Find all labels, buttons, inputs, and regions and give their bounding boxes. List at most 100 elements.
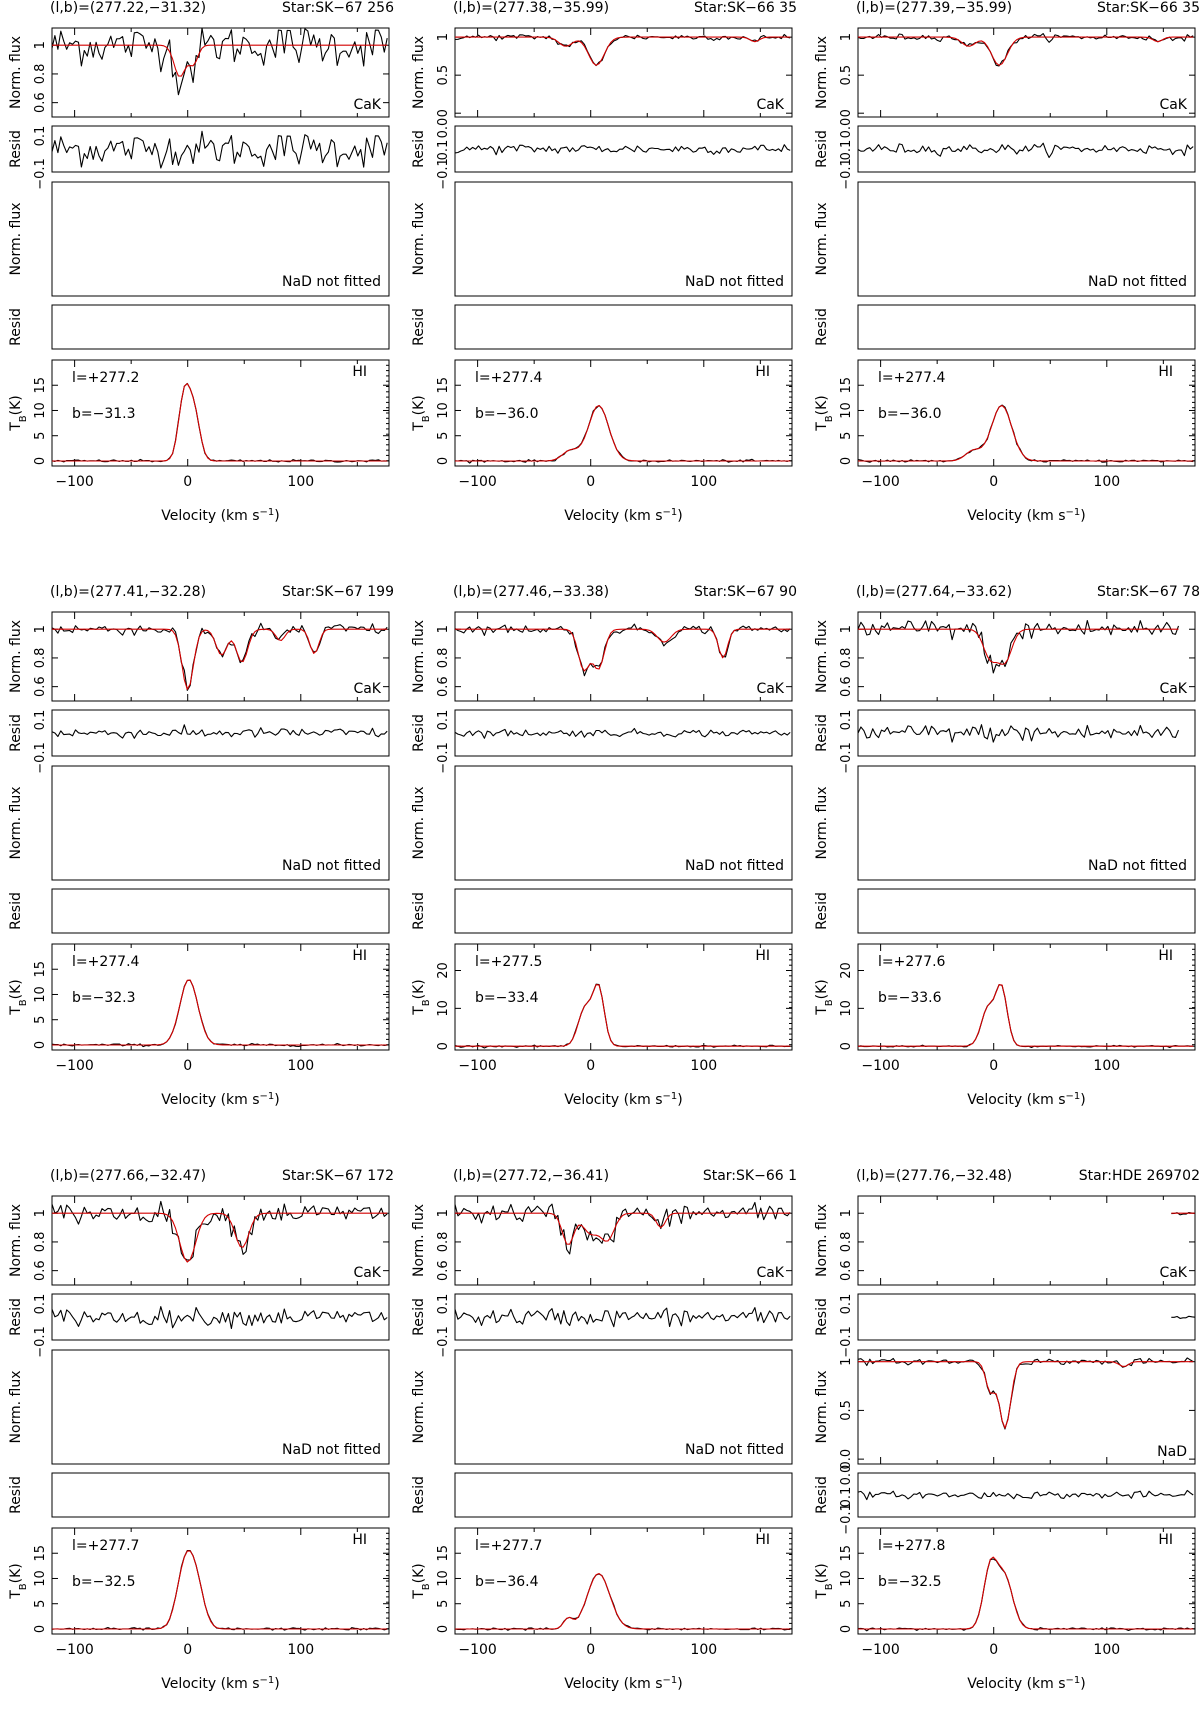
hi-ylabel: TB(K) (8, 979, 29, 1016)
star-label: Star:SK−67 172 (282, 1168, 394, 1184)
star-label: Star:SK−66 1 (703, 1168, 797, 1184)
hi-ytick-label: 15 (33, 377, 48, 394)
cak-resid-ytick-label: −0.1 (839, 158, 854, 190)
hi-line-label: HI (755, 1532, 770, 1548)
cak-line-label: CaK (1159, 1265, 1187, 1281)
x-tick-label: 0 (989, 1642, 998, 1658)
star-label: Star:SK−67 199 (282, 584, 394, 600)
cak-ytick-label: 0 (839, 109, 854, 117)
cak-fit-line (455, 36, 791, 66)
x-tick-label: 100 (690, 1642, 717, 1658)
hi-ylabel-main: T (8, 1006, 24, 1016)
cak-ytick-label: 1 (436, 33, 451, 41)
galactic-b-label: b=−36.0 (878, 406, 942, 422)
nad-frame (51, 181, 390, 297)
nad-resid-line (857, 1489, 1194, 1501)
nad-ylabel: Norm. flux (814, 202, 830, 275)
nad-not-fitted-label: NaD not fitted (685, 858, 784, 874)
cak-observed-line (51, 1200, 388, 1261)
x-axis-label-sup: −1 (1066, 507, 1081, 518)
nad-not-fitted-label: NaD not fitted (685, 1442, 784, 1458)
x-axis-label-main: Velocity (km s (564, 508, 662, 524)
x-axis-label: Velocity (km s−1) (967, 1675, 1086, 1693)
cak-resid-line (1171, 1315, 1195, 1319)
hi-fit-line (858, 984, 1194, 1047)
x-tick-label: −100 (458, 474, 496, 490)
nad-resid-ylabel: Resid (411, 1476, 427, 1514)
hi-ytick-label: 10 (436, 1000, 451, 1017)
spectrum-panel: (l,b)=(277.76,−32.48) Star:HDE 269702 1 0.8… (814, 1168, 1200, 1692)
x-tick-label: −100 (458, 1642, 496, 1658)
x-axis-label-close: ) (1080, 1092, 1085, 1108)
hi-ytick-label: 10 (839, 1000, 854, 1017)
galactic-l-label: l=+277.5 (475, 954, 542, 970)
cak-ylabel: Norm. flux (814, 620, 830, 693)
spectrum-panel: (l,b)=(277.72,−36.41) Star:SK−66 1 1 0.8 0.6… (411, 1168, 797, 1692)
galactic-b-label: b=−31.3 (72, 406, 136, 422)
nad-frame (51, 1349, 390, 1465)
coordinates-label: (l,b)=(277.66,−32.47) (50, 1168, 206, 1184)
hi-line-label: HI (1158, 948, 1173, 964)
x-tick-label: 0 (183, 474, 192, 490)
nad-ytick-label: 0.0 (839, 1449, 854, 1470)
hi-ytick-label: 5 (839, 1600, 854, 1608)
nad-not-fitted-label: NaD not fitted (1088, 858, 1187, 874)
hi-ytick-label: 10 (33, 402, 48, 419)
cak-ylabel: Norm. flux (411, 1204, 427, 1277)
x-axis-label-main: Velocity (km s (564, 1676, 662, 1692)
x-axis-label-sup: −1 (663, 1675, 678, 1686)
coordinates-label: (l,b)=(277.39,−35.99) (856, 0, 1012, 16)
nad-ylabel: Norm. flux (814, 1370, 830, 1443)
hi-ylabel: TB(K) (411, 1563, 432, 1600)
cak-ytick-label: 0.6 (436, 676, 451, 697)
nad-fit-line (858, 1361, 1194, 1429)
hi-ytick-label: 20 (839, 962, 854, 979)
x-axis-label-sup: −1 (663, 507, 678, 518)
hi-fit-line (52, 383, 388, 462)
galactic-b-label: b=−36.4 (475, 1574, 539, 1590)
cak-resid-line (857, 724, 1180, 743)
hi-ylabel-main: T (8, 1590, 24, 1600)
nad-ylabel: Norm. flux (814, 786, 830, 859)
hi-fit-line (52, 1550, 388, 1630)
x-axis-label-close: ) (274, 508, 279, 524)
galactic-b-label: b=−32.5 (72, 1574, 136, 1590)
cak-ytick-label: 0.8 (33, 648, 48, 669)
nad-resid-ylabel: Resid (8, 308, 24, 346)
hi-fit-line (455, 984, 791, 1047)
cak-fit-line (858, 628, 1179, 665)
galactic-b-label: b=−33.6 (878, 990, 942, 1006)
cak-ytick-label: 0.6 (839, 1260, 854, 1281)
nad-resid-frame (51, 304, 390, 350)
x-axis-label-main: Velocity (km s (161, 508, 259, 524)
hi-ylabel-tail: (K) (411, 1563, 427, 1583)
hi-ylabel: TB(K) (8, 395, 29, 432)
x-tick-label: 100 (1093, 474, 1120, 490)
cak-resid-ytick-label: 0.1 (839, 140, 854, 161)
cak-resid-ylabel: Resid (411, 1298, 427, 1336)
hi-observed-line (857, 1558, 1194, 1632)
hi-line-label: HI (1158, 364, 1173, 380)
hi-ylabel-tail: (K) (8, 395, 24, 415)
hi-ylabel: TB(K) (411, 395, 432, 432)
nad-frame (454, 181, 793, 297)
hi-fit-line (858, 404, 1194, 462)
hi-fit-line (52, 979, 388, 1046)
nad-ylabel: Norm. flux (411, 786, 427, 859)
nad-ylabel: Norm. flux (8, 786, 24, 859)
spectrum-panel: (l,b)=(277.38,−35.99) Star:SK−66 35 1 0.5 0 N… (411, 0, 797, 524)
cak-line-label: CaK (756, 1265, 784, 1281)
hi-ylabel-main: T (411, 1590, 427, 1600)
nad-resid-ylabel: Resid (411, 892, 427, 930)
cak-fit-line (858, 36, 1194, 66)
cak-frame (857, 1195, 1196, 1286)
cak-resid-ytick-label: −0.1 (839, 1326, 854, 1358)
nad-resid-ytick-label: 0.1 (839, 1487, 854, 1508)
cak-frame (51, 611, 390, 702)
cak-ytick-label: 0.8 (33, 64, 48, 85)
hi-ylabel: TB(K) (814, 395, 835, 432)
cak-resid-line (51, 130, 388, 169)
nad-ytick-label: 1 (839, 1358, 854, 1366)
cak-ytick-label: 0.8 (839, 1232, 854, 1253)
